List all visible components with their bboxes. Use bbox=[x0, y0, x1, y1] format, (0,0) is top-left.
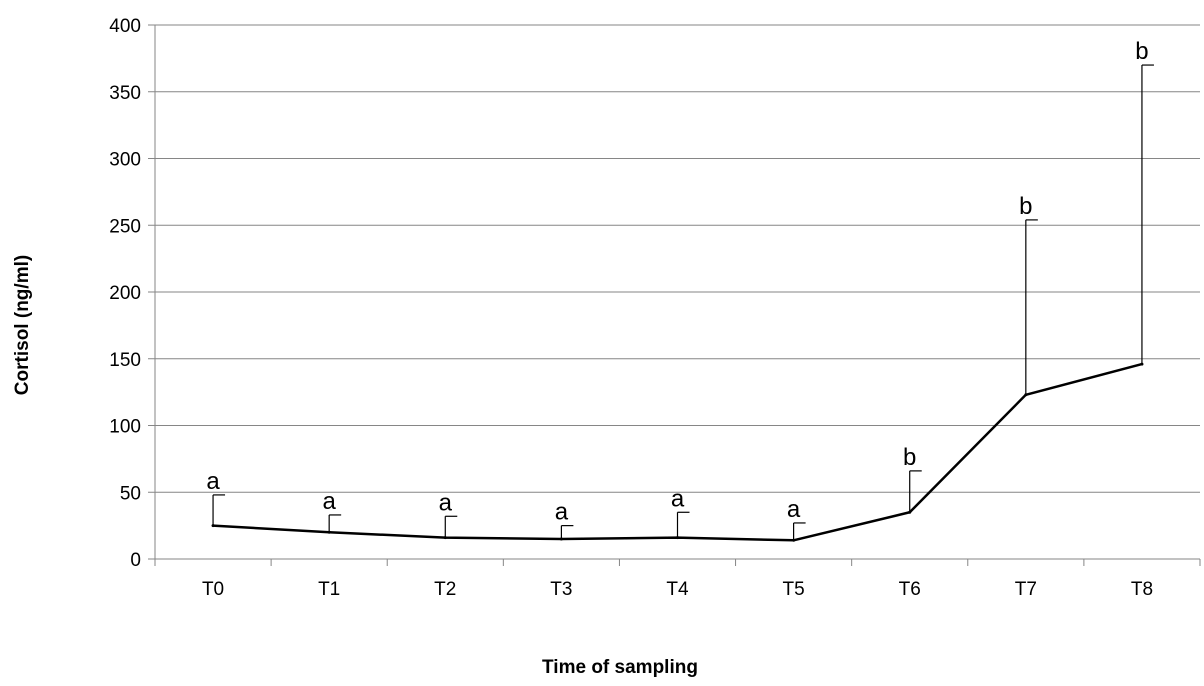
significance-label: a bbox=[671, 485, 685, 512]
significance-label: a bbox=[439, 489, 453, 516]
x-tick-label: T5 bbox=[783, 579, 805, 600]
x-tick-label: T7 bbox=[1015, 579, 1037, 600]
x-tick-label: T6 bbox=[899, 579, 921, 600]
x-tick-label: T0 bbox=[202, 579, 224, 600]
significance-label: b bbox=[1019, 193, 1032, 220]
x-tick-label: T3 bbox=[550, 579, 572, 600]
significance-label: a bbox=[555, 499, 569, 526]
significance-label: a bbox=[322, 488, 336, 515]
y-tick-label: 100 bbox=[109, 417, 141, 438]
x-tick-label: T1 bbox=[318, 579, 340, 600]
data-point bbox=[443, 536, 447, 540]
significance-label: a bbox=[787, 496, 801, 523]
y-axis-title: Cortisol (ng/ml) bbox=[12, 255, 33, 395]
data-point bbox=[211, 524, 215, 528]
data-point bbox=[792, 538, 796, 542]
x-tick-label: T4 bbox=[666, 579, 689, 600]
error-bars bbox=[212, 64, 1154, 541]
significance-label: b bbox=[1135, 38, 1148, 65]
y-tick-label: 300 bbox=[109, 150, 141, 171]
y-tick-label: 400 bbox=[109, 16, 141, 37]
y-tick-label: 150 bbox=[109, 350, 141, 371]
data-point bbox=[1140, 362, 1144, 366]
x-axis-title: Time of sampling bbox=[542, 657, 698, 678]
data-point bbox=[676, 536, 679, 540]
y-tick-label: 50 bbox=[120, 483, 141, 504]
significance-label: a bbox=[206, 468, 220, 495]
data-point bbox=[908, 510, 912, 514]
y-tick-labels: 0 50 100 150 200 250 300 350 400 bbox=[109, 16, 141, 571]
significance-label: b bbox=[903, 444, 916, 471]
data-point bbox=[327, 530, 331, 534]
y-tick-label: 350 bbox=[109, 83, 141, 104]
y-tick-label: 250 bbox=[109, 216, 141, 237]
significance-labels: a a a a a a b b b bbox=[206, 38, 1148, 526]
data-point bbox=[559, 537, 563, 541]
axes bbox=[148, 24, 1201, 566]
y-tick-label: 200 bbox=[109, 283, 141, 304]
y-tick-label: 0 bbox=[130, 550, 141, 571]
x-tick-label: T2 bbox=[434, 579, 456, 600]
data-point bbox=[1024, 393, 1028, 397]
x-tick-labels: T0 T1 T2 T3 T4 T5 T6 T7 T8 bbox=[202, 579, 1153, 600]
x-tick-label: T8 bbox=[1131, 579, 1153, 600]
gridlines bbox=[155, 24, 1200, 493]
series bbox=[211, 362, 1144, 542]
